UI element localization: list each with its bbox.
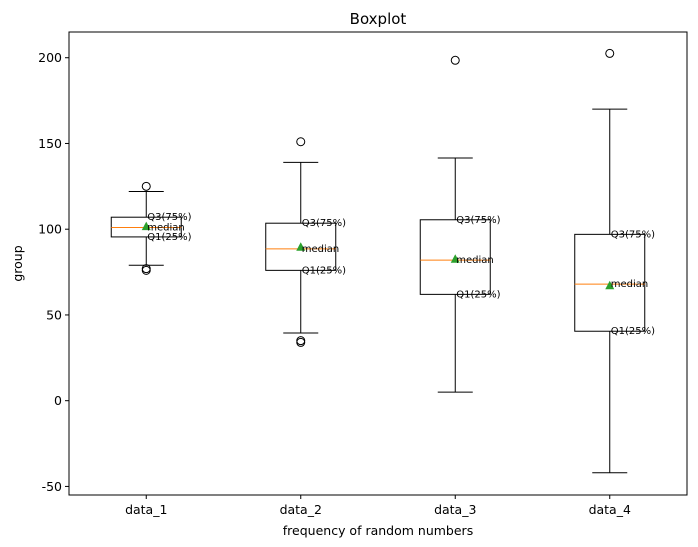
q3-annotation: Q3(75%) <box>456 215 500 226</box>
box-iqr <box>265 222 337 271</box>
x-tick-label: data_2 <box>280 502 322 517</box>
outlier-point <box>141 265 151 275</box>
median-annotation: median <box>611 279 649 290</box>
mean-marker <box>141 221 151 231</box>
y-tick-label: 200 <box>38 50 62 65</box>
plot-frame <box>68 31 688 496</box>
box-iqr <box>574 233 646 332</box>
x-axis-label: frequency of random numbers <box>283 523 473 538</box>
median-annotation: median <box>147 222 185 233</box>
plot-area: -50 0 50 100 150 200 data_1 data_2 data_3 data_4 Q… <box>38 48 655 517</box>
mean-marker <box>296 242 306 251</box>
median-annotation: median <box>302 244 340 255</box>
box-iqr <box>419 219 491 295</box>
y-axis-label: group <box>10 245 25 281</box>
q1-annotation: Q1(25%) <box>147 232 191 243</box>
q3-annotation: Q3(75%) <box>147 212 191 223</box>
q1-annotation: Q1(25%) <box>611 326 655 337</box>
q1-annotation: Q1(25%) <box>302 265 346 276</box>
outlier-point <box>605 48 615 58</box>
outlier-point <box>141 181 151 191</box>
outlier-point <box>296 337 306 347</box>
x-tick-label: data_3 <box>434 502 476 517</box>
box-data_4: Q3(75%) median Q1(25%) <box>574 48 655 474</box>
y-tick-label: 0 <box>54 393 62 408</box>
outlier-point <box>141 264 151 274</box>
mean-marker <box>450 254 460 263</box>
box-data_3: Q3(75%) median Q1(25%) <box>419 55 501 393</box>
y-tick-label: 100 <box>38 222 62 237</box>
y-tick-label: -50 <box>42 479 62 494</box>
mean-marker <box>605 280 615 290</box>
y-tick-label: 50 <box>46 307 62 322</box>
outlier-point <box>296 336 306 346</box>
x-tick-label: data_4 <box>589 502 631 517</box>
chart-title: Boxplot <box>350 10 407 28</box>
q1-annotation: Q1(25%) <box>456 289 500 300</box>
q3-annotation: Q3(75%) <box>611 229 655 240</box>
y-tick-label: 150 <box>38 136 62 151</box>
box-data_2: Q3(75%) median Q1(25%) <box>265 137 346 347</box>
median-annotation: median <box>456 255 494 266</box>
outlier-point <box>296 137 306 147</box>
x-tick-label: data_1 <box>125 502 167 517</box>
outlier-point <box>450 55 460 65</box>
q3-annotation: Q3(75%) <box>302 218 346 229</box>
